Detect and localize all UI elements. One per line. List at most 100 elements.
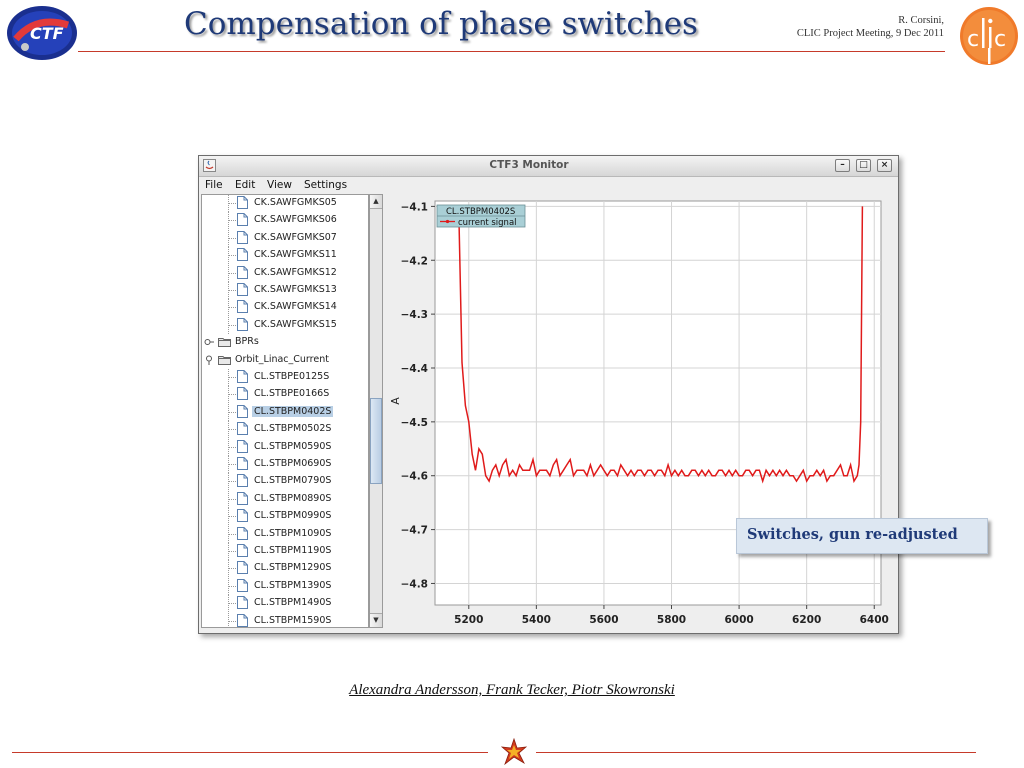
menu-edit[interactable]: Edit: [235, 179, 256, 191]
tree-item-label: CK.SAWFGMKS15: [254, 318, 337, 330]
tree-connector: [228, 394, 236, 396]
tree-connector: [228, 220, 236, 222]
tree-connector: [228, 585, 236, 587]
y-axis-label: A: [389, 397, 402, 405]
document-icon: [237, 387, 248, 401]
tree-item[interactable]: CL.STBPM1490S: [202, 595, 368, 613]
y-tick-label: −4.6: [401, 471, 428, 483]
y-tick-label: −4.5: [401, 417, 428, 429]
tree-item-label: CL.STBPM1090S: [254, 527, 332, 539]
legend-series-name: current signal: [458, 218, 517, 228]
document-icon: [237, 561, 248, 575]
x-tick-label: 6000: [724, 614, 753, 626]
expand-right-icon[interactable]: [204, 337, 214, 347]
credits-text: Alexandra Andersson, Frank Tecker, Piotr…: [349, 682, 675, 698]
tree-item[interactable]: CL.STBPM0690S: [202, 456, 368, 473]
credits: Alexandra Andersson, Frank Tecker, Piotr…: [0, 682, 1024, 699]
document-icon: [237, 265, 248, 279]
tree-item-label: CL.STBPM1290S: [254, 562, 332, 574]
tree-connector: [228, 307, 236, 309]
tree-folder[interactable]: BPRs: [202, 334, 368, 350]
menu-view[interactable]: View: [267, 179, 292, 191]
tree-connector: [228, 464, 236, 465]
tree-item[interactable]: CL.STBPM1590S: [202, 612, 368, 627]
minimize-button[interactable]: –: [835, 159, 850, 172]
tree-item[interactable]: CK.SAWFGMKS06: [202, 212, 368, 230]
tree-item[interactable]: CK.SAWFGMKS15: [202, 316, 368, 334]
tree-item[interactable]: CL.STBPM0790S: [202, 473, 368, 491]
tree-connector: [228, 516, 236, 518]
document-icon: [237, 300, 248, 314]
tree-connector: [228, 203, 236, 204]
tree-item[interactable]: CK.SAWFGMKS05: [202, 195, 368, 212]
tree-scrollbar[interactable]: ▲ ▼: [369, 194, 383, 628]
document-icon: [237, 596, 248, 610]
tree-item[interactable]: CL.STBPM0402S: [202, 403, 368, 421]
document-icon: [237, 474, 248, 488]
folder-icon: [218, 338, 231, 348]
tree-item[interactable]: CK.SAWFGMKS07: [202, 229, 368, 247]
tree-item[interactable]: CL.STBPM1190S: [202, 543, 368, 560]
tree-item-label: CL.STBPE0125S: [254, 371, 330, 382]
tree-connector: [228, 272, 236, 274]
tree-connector: [228, 498, 236, 500]
document-icon: [237, 578, 248, 592]
document-icon: [237, 404, 248, 418]
close-button[interactable]: ×: [877, 159, 892, 172]
y-tick-label: −4.8: [401, 578, 428, 590]
event-name: CLIC Project Meeting, 9 Dec 2011: [796, 28, 944, 39]
tree-folder-label: Orbit_Linac_Current: [235, 353, 329, 365]
y-tick-label: −4.2: [401, 255, 428, 267]
tree-folder[interactable]: Orbit_Linac_Current: [202, 352, 368, 368]
tree-connector: [228, 429, 236, 431]
document-icon: [237, 457, 248, 470]
scroll-down-button[interactable]: ▼: [370, 613, 382, 627]
tree-item[interactable]: CL.STBPM0990S: [202, 508, 368, 526]
tree-item[interactable]: CL.STBPM1090S: [202, 525, 368, 543]
tree-connector: [228, 324, 236, 326]
scroll-up-button[interactable]: ▲: [370, 195, 382, 209]
tree-connector: [228, 411, 236, 413]
document-icon: [237, 317, 248, 331]
svg-text:c: c: [994, 27, 1006, 52]
document-icon: [237, 196, 248, 209]
x-tick-label: 6400: [860, 614, 889, 626]
tree-item[interactable]: CL.STBPM1390S: [202, 577, 368, 595]
tree-item[interactable]: CK.SAWFGMKS13: [202, 282, 368, 299]
expand-down-icon[interactable]: [204, 355, 214, 365]
menu-settings[interactable]: Settings: [304, 179, 348, 191]
tree-item[interactable]: CL.STBPM0890S: [202, 490, 368, 508]
tree-item[interactable]: CK.SAWFGMKS12: [202, 264, 368, 282]
menu-file[interactable]: File: [205, 179, 223, 191]
tree-item[interactable]: CL.STBPM1290S: [202, 560, 368, 578]
document-icon: [237, 613, 248, 627]
tree-item-label: CL.STBPM1390S: [254, 579, 332, 591]
tree-connector: [228, 568, 236, 570]
tree-item[interactable]: CK.SAWFGMKS14: [202, 299, 368, 317]
chart-annotation: Switches, gun re-adjusted: [736, 518, 988, 554]
footer-divider-right: [536, 752, 976, 753]
tree-item-label: CL.STBPE0166S: [254, 388, 330, 400]
document-icon: [237, 248, 248, 262]
tree-item-label: CL.STBPM0502S: [254, 423, 332, 435]
java-app-icon: [203, 159, 216, 172]
tree-item-label: CL.STBPM1190S: [254, 545, 332, 556]
legend-title: CL.STBPM0402S: [446, 207, 515, 217]
tree-item[interactable]: CK.SAWFGMKS11: [202, 247, 368, 265]
tree-item[interactable]: CL.STBPM0590S: [202, 438, 368, 456]
legend-marker: [445, 219, 450, 224]
document-icon: [237, 509, 248, 523]
window-titlebar[interactable]: CTF3 Monitor – □ ×: [199, 156, 898, 177]
tree-item[interactable]: CL.STBPM0502S: [202, 421, 368, 439]
tree-item[interactable]: CL.STBPE0125S: [202, 369, 368, 386]
tree-item-label: CL.STBPM0790S: [254, 475, 332, 487]
document-icon: [237, 422, 248, 436]
svg-text:c: c: [967, 27, 979, 52]
maximize-icon: □: [859, 160, 868, 170]
tree-connector: [228, 612, 229, 627]
maximize-button[interactable]: □: [856, 159, 871, 172]
x-tick-label: 6200: [792, 614, 821, 626]
scroll-thumb[interactable]: [370, 398, 382, 484]
tree-item-label: CK.SAWFGMKS05: [254, 197, 337, 208]
tree-item[interactable]: CL.STBPE0166S: [202, 386, 368, 404]
